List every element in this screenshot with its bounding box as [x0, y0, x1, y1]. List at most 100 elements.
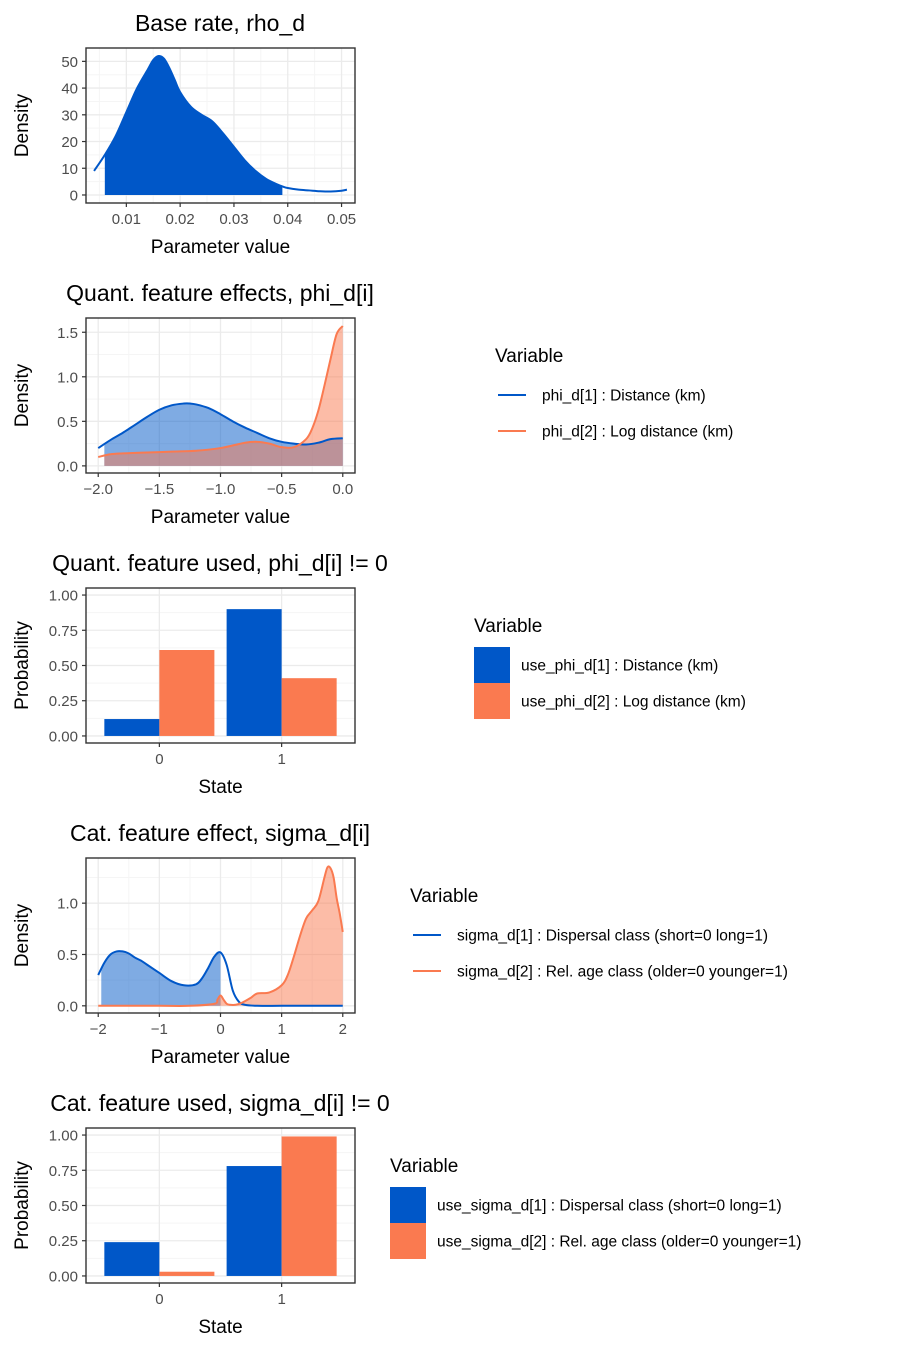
y-tick-label: 50: [61, 54, 78, 71]
legend: Variable use_sigma_d[1] : Dispersal class…: [390, 1156, 801, 1259]
legend-label: phi_d[2] : Log distance (km): [542, 424, 733, 441]
x-axis-title: State: [198, 1317, 242, 1338]
x-tick-label: −2: [90, 1021, 107, 1038]
y-tick-label: 0.0: [57, 458, 78, 475]
x-tick-label: 0: [155, 751, 163, 768]
y-tick-label: 0.25: [49, 693, 78, 710]
y-tick-label: 10: [61, 161, 78, 178]
legend-label: phi_d[1] : Distance (km): [542, 388, 706, 405]
chart-title: Cat. feature used, sigma_d[i] != 0: [50, 1090, 389, 1116]
x-tick-label: 1: [277, 1291, 285, 1308]
bar-series2-state0: [159, 650, 215, 736]
legend: Variable phi_d[1] : Distance (km) phi_d[2]…: [495, 346, 733, 441]
x-axis-title: Parameter value: [151, 507, 290, 528]
y-axis-title: Density: [12, 903, 33, 967]
panel-sigma: Cat. feature effect, sigma_d[i] 0.0 0.5 1.0…: [12, 820, 788, 1068]
legend-title: Variable: [410, 886, 478, 907]
x-axis-title: Parameter value: [151, 237, 290, 258]
y-axis-title: Probability: [12, 621, 33, 710]
legend-label: use_sigma_d[1] : Dispersal class (short=…: [437, 1198, 782, 1215]
y-tick-label: 0.0: [57, 998, 78, 1015]
legend-title: Variable: [390, 1156, 458, 1177]
density-line-series2: [98, 865, 344, 1007]
legend-label: use_phi_d[2] : Log distance (km): [521, 694, 746, 711]
bar-series1-state0: [104, 1242, 160, 1276]
density-area-series2: [104, 326, 343, 466]
y-tick-label: 1.00: [49, 1128, 78, 1145]
y-tick-label: 1.5: [57, 325, 78, 342]
x-tick-label: 1: [277, 1021, 285, 1038]
x-tick-label: 0.03: [219, 211, 248, 228]
y-tick-label: 20: [61, 134, 78, 151]
x-tick-label: 0.0: [332, 481, 353, 498]
chart-title: Base rate, rho_d: [135, 10, 305, 36]
y-tick-label: 40: [61, 81, 78, 98]
x-tick-label: −2.0: [83, 481, 113, 498]
density-area-series1: [101, 951, 221, 1006]
x-tick-label: 2: [339, 1021, 347, 1038]
y-tick-label: 1.00: [49, 588, 78, 605]
x-axis-title: Parameter value: [151, 1047, 290, 1068]
density-area-series1: [104, 55, 283, 195]
legend-title: Variable: [474, 616, 542, 637]
density-area-series2: [101, 866, 343, 1006]
x-tick-label: 0: [216, 1021, 224, 1038]
legend-key-box: [474, 647, 510, 683]
chart-title: Cat. feature effect, sigma_d[i]: [70, 820, 370, 846]
bar-series2-state0: [159, 1271, 215, 1276]
density-line-series2: [98, 325, 344, 458]
y-tick-label: 30: [61, 107, 78, 124]
panel-rho: Base rate, rho_d 0 10 20 30 40 50 0.01 0.02 0.03 0…: [12, 10, 356, 258]
legend: Variable use_phi_d[1] : Distance (km) use_…: [474, 616, 746, 719]
y-axis-title: Probability: [12, 1161, 33, 1250]
y-tick-label: 1.0: [57, 369, 78, 386]
legend-title: Variable: [495, 346, 563, 367]
density-line-series1: [97, 950, 343, 1007]
y-tick-label: 0.75: [49, 623, 78, 640]
legend: Variable sigma_d[1] : Dispersal class (sh…: [410, 886, 788, 981]
x-tick-label: −1: [151, 1021, 168, 1038]
y-axis-title: Density: [12, 93, 33, 157]
y-tick-label: 0.75: [49, 1163, 78, 1180]
x-tick-label: −1.0: [206, 481, 236, 498]
panel-phi: Quant. feature effects, phi_d[i] 0.0 0.5 1.…: [12, 280, 733, 528]
y-tick-label: 1.0: [57, 896, 78, 913]
x-tick-label: 0.05: [327, 211, 356, 228]
legend-label: use_sigma_d[2] : Rel. age class (older=0…: [437, 1234, 801, 1251]
x-tick-label: 0.02: [166, 211, 195, 228]
chart-title: Quant. feature effects, phi_d[i]: [66, 280, 374, 306]
y-tick-label: 0.5: [57, 947, 78, 964]
y-tick-label: 0: [70, 187, 78, 204]
bar-series2-state1: [281, 1136, 337, 1276]
x-tick-label: −1.5: [145, 481, 175, 498]
density-line-series1: [93, 54, 348, 193]
x-tick-label: 0.04: [273, 211, 302, 228]
panel-usephi: Quant. feature used, phi_d[i] != 0 0.00 0.…: [12, 550, 746, 798]
y-tick-label: 0.00: [49, 1268, 78, 1285]
bar-series1-state0: [104, 719, 160, 736]
y-tick-label: 0.00: [49, 728, 78, 745]
legend-key-box: [390, 1187, 426, 1223]
x-axis-title: State: [198, 777, 242, 798]
bar-series1-state1: [226, 609, 282, 736]
y-tick-label: 0.50: [49, 1198, 78, 1215]
x-tick-label: 0: [155, 1291, 163, 1308]
x-tick-label: 1: [277, 751, 285, 768]
y-axis-title: Density: [12, 363, 33, 427]
legend-label: sigma_d[1] : Dispersal class (short=0 lo…: [457, 928, 768, 945]
bar-series2-state1: [281, 678, 337, 736]
legend-label: sigma_d[2] : Rel. age class (older=0 you…: [457, 964, 788, 981]
legend-label: use_phi_d[1] : Distance (km): [521, 658, 718, 675]
y-tick-label: 0.5: [57, 414, 78, 431]
legend-key-box: [474, 683, 510, 719]
x-tick-label: 0.01: [112, 211, 141, 228]
y-tick-label: 0.25: [49, 1233, 78, 1250]
panel-usesigma: Cat. feature used, sigma_d[i] != 0 0.00 0.…: [12, 1090, 801, 1338]
panel-border: [85, 47, 356, 204]
y-tick-label: 0.50: [49, 658, 78, 675]
chart-title: Quant. feature used, phi_d[i] != 0: [52, 550, 388, 576]
bar-series1-state1: [226, 1166, 282, 1276]
legend-key-box: [390, 1223, 426, 1259]
x-tick-label: −0.5: [267, 481, 297, 498]
